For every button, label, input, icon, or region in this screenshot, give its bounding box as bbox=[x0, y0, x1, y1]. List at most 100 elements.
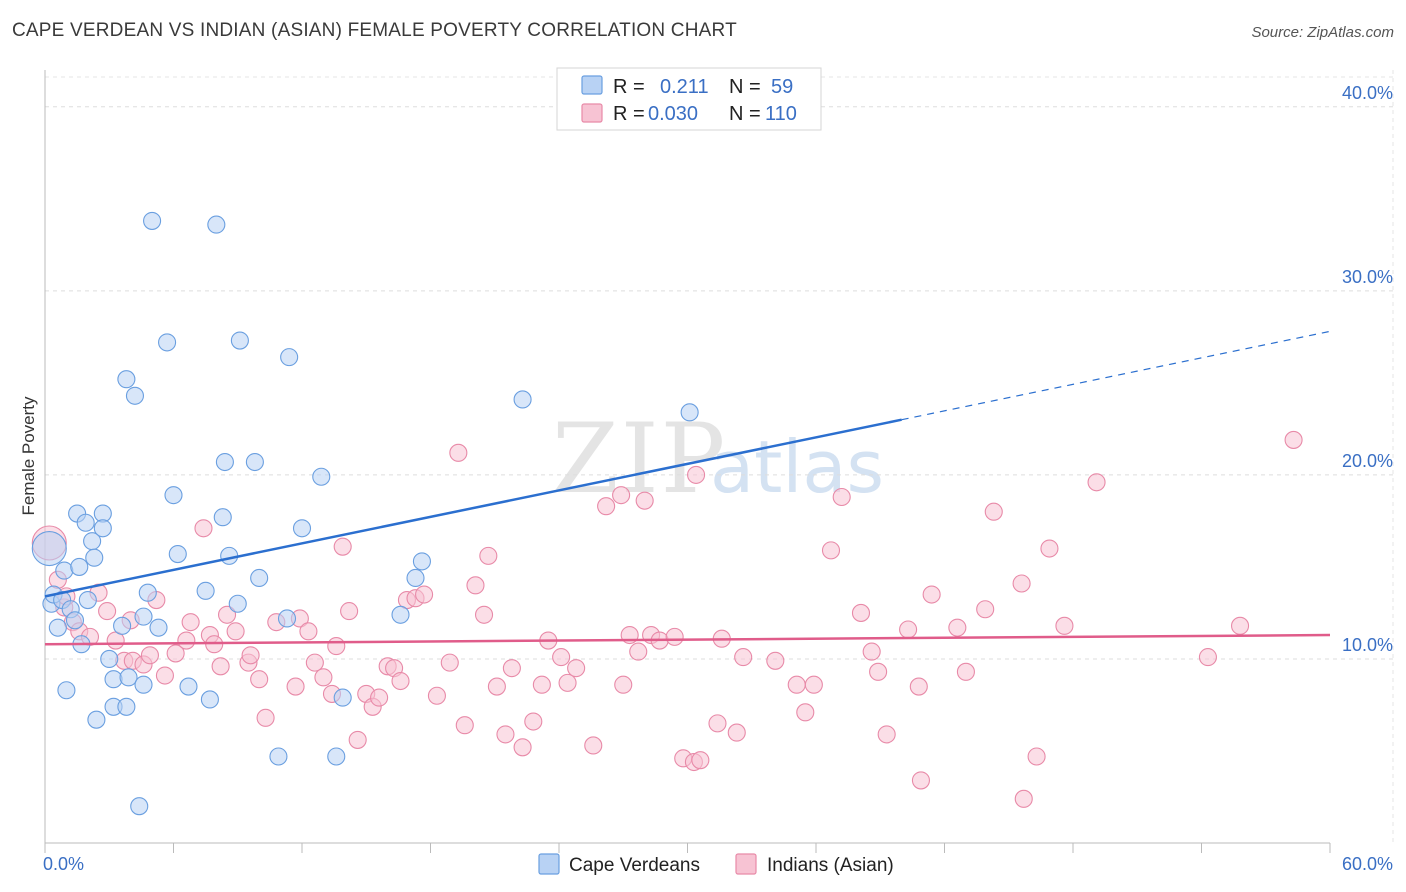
cape-verdean-point bbox=[412, 552, 431, 571]
cape-verdean-point bbox=[280, 348, 299, 367]
indians-asian-point bbox=[869, 662, 888, 681]
indians-asian-point bbox=[217, 605, 237, 624]
trend-lines bbox=[44, 330, 1331, 646]
cape-verdean-point bbox=[245, 452, 264, 472]
legend-n-label-2: N = bbox=[729, 103, 761, 125]
cape-verdean-point bbox=[168, 544, 187, 564]
indians-asian-point bbox=[1231, 616, 1250, 635]
indians-asian-point bbox=[1055, 616, 1074, 635]
indians-asian-point bbox=[851, 603, 871, 622]
cape-verdeans-trend-extension bbox=[901, 330, 1331, 421]
indians-asian-point bbox=[612, 486, 631, 505]
bottom-legend-label-cape-verdeans: Cape Verdeans bbox=[569, 855, 700, 876]
indians-asian-point bbox=[427, 686, 446, 705]
indians-asian-point bbox=[449, 443, 468, 462]
indians-asian-point bbox=[687, 465, 706, 484]
cape-verdean-point bbox=[250, 568, 269, 588]
indians-asian-point bbox=[513, 738, 532, 757]
cape-verdean-point bbox=[406, 568, 425, 588]
indians-asian-point bbox=[734, 648, 753, 667]
indians-asian-point bbox=[466, 576, 485, 595]
indians-asian-point bbox=[250, 670, 269, 689]
indians-asian-point bbox=[614, 675, 633, 694]
cape-verdean-point bbox=[143, 211, 162, 230]
x-tick-label-min: 0.0% bbox=[43, 854, 84, 874]
indians-asian-point bbox=[440, 653, 459, 672]
indians-asian-point bbox=[370, 688, 389, 707]
cape-verdeans-trend-line bbox=[44, 418, 902, 598]
indians-asian-point bbox=[899, 620, 918, 639]
y-axis-label: Female Poverty bbox=[19, 396, 38, 516]
indians-asian-point bbox=[558, 673, 577, 692]
indians-asian-point bbox=[1087, 473, 1106, 492]
indians-asian-point bbox=[194, 519, 213, 538]
indians-asian-point bbox=[567, 659, 586, 678]
indians-asian-point bbox=[166, 644, 185, 663]
cape-verdean-point bbox=[134, 607, 153, 626]
legend-r-label-1: R = bbox=[613, 76, 645, 98]
indians-asian-point bbox=[948, 618, 967, 637]
indians-asian-point bbox=[1284, 430, 1303, 449]
indians-asian-point bbox=[584, 736, 603, 755]
cape-verdean-point bbox=[158, 333, 177, 352]
cape-verdean-point bbox=[130, 797, 149, 816]
indians-asian-point bbox=[479, 546, 498, 565]
y-tick-label-40: 40.0% bbox=[1342, 83, 1393, 103]
legend-r-value-1: 0.211 bbox=[660, 76, 709, 98]
cape-verdean-point bbox=[104, 670, 123, 689]
cape-verdean-point bbox=[391, 605, 410, 624]
cape-verdean-point bbox=[87, 710, 106, 729]
indians-asian-point bbox=[804, 675, 823, 694]
watermark-atlas: atlas bbox=[710, 425, 884, 509]
legend-box: R = 0.211 N = 59 R = 0.030 N = 110 bbox=[556, 67, 822, 131]
indians-asian-point bbox=[340, 602, 359, 621]
chart-title: CAPE VERDEAN VS INDIAN (ASIAN) FEMALE PO… bbox=[12, 20, 737, 41]
indians-asian-point bbox=[665, 627, 684, 646]
indians-asian-point bbox=[1027, 747, 1046, 766]
indians-asian-point bbox=[177, 631, 196, 650]
indians-asian-point bbox=[984, 502, 1003, 521]
cape-verdean-point bbox=[85, 548, 104, 567]
indians-asian-point bbox=[299, 622, 318, 641]
cape-verdean-point bbox=[207, 215, 226, 234]
indians-asian-point bbox=[635, 491, 654, 510]
cape-verdean-point bbox=[93, 519, 112, 538]
legend-r-label-2: R = bbox=[613, 103, 645, 125]
cape-verdean-point bbox=[196, 581, 215, 600]
cape-verdean-point bbox=[57, 681, 76, 700]
indians-asian-point bbox=[629, 642, 648, 661]
indians-asian-point bbox=[286, 677, 305, 696]
cape-verdean-point bbox=[277, 609, 297, 628]
indians-asian-point bbox=[532, 675, 551, 694]
indians-asian-point bbox=[956, 662, 975, 681]
indians-asian-point bbox=[487, 677, 506, 696]
cape-verdean-point bbox=[179, 677, 198, 696]
indians-asian-point bbox=[909, 677, 928, 696]
indians-asian-point bbox=[305, 653, 324, 672]
indians-asian-point bbox=[226, 622, 245, 641]
indians-asian-point bbox=[455, 716, 474, 735]
indians-asian-point bbox=[552, 648, 571, 667]
y-tick-label-10: 10.0% bbox=[1342, 635, 1393, 655]
indians-asian-point bbox=[474, 605, 494, 624]
legend-swatch-pink bbox=[581, 103, 603, 123]
indians-asian-point bbox=[796, 703, 815, 722]
cape-verdean-point bbox=[117, 697, 136, 716]
indians-asian-point bbox=[211, 657, 230, 676]
cape-verdean-point bbox=[269, 747, 288, 766]
cape-verdean-point bbox=[125, 386, 144, 405]
cape-verdean-point bbox=[31, 530, 67, 567]
indians-asian-point bbox=[98, 602, 117, 621]
bottom-legend-label-indians-asian: Indians (Asian) bbox=[767, 855, 894, 876]
indians-asian-point bbox=[862, 642, 881, 661]
cape-verdean-point bbox=[292, 519, 312, 538]
indians-asian-point bbox=[181, 613, 200, 632]
cape-verdean-point bbox=[76, 513, 95, 532]
cape-verdean-point bbox=[213, 508, 232, 527]
legend-n-label-1: N = bbox=[729, 76, 761, 98]
legend-r-value-2: 0.030 bbox=[648, 103, 698, 125]
cape-verdean-point bbox=[215, 452, 234, 472]
indians-asian-point bbox=[597, 497, 616, 516]
indians-asian-point bbox=[502, 659, 521, 678]
indians-asian-point bbox=[140, 646, 159, 665]
